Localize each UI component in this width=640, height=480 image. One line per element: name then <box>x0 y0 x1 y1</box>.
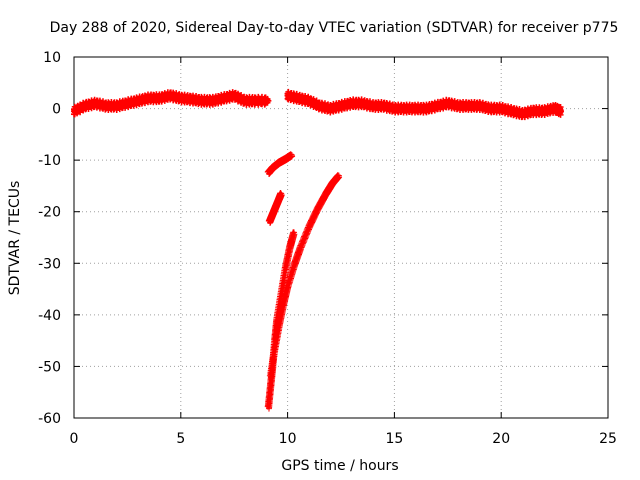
x-tick-label: 10 <box>279 431 297 447</box>
series-main-track-early <box>71 89 272 118</box>
y-tick-label: -40 <box>38 308 61 324</box>
y-tick-label: -60 <box>38 411 61 427</box>
y-tick-label: -50 <box>38 359 61 375</box>
axes <box>73 56 609 419</box>
series-arc-upper <box>264 151 296 178</box>
x-tick-label: 5 <box>176 431 185 447</box>
x-tick-label: 15 <box>385 431 403 447</box>
y-tick-label: -30 <box>38 256 61 272</box>
tick-labels: -60 -50 -40 -30 -20 -10 0 10 0 5 10 15 20 25 <box>38 50 617 447</box>
series-main-track-late <box>284 88 565 121</box>
series-arc-lower <box>265 189 285 227</box>
x-tick-label: 0 <box>70 431 79 447</box>
y-tick-label: -10 <box>38 153 61 169</box>
y-tick-label: -20 <box>38 205 61 221</box>
y-axis-label: SDTVAR / TECUs <box>7 181 23 296</box>
chart-title: Day 288 of 2020, Sidereal Day-to-day VTE… <box>50 20 619 36</box>
y-tick-label: 10 <box>43 50 61 66</box>
x-tick-label: 20 <box>492 431 510 447</box>
plot-frame <box>73 56 609 419</box>
x-axis-label: GPS time / hours <box>281 458 398 474</box>
x-tick-label: 25 <box>599 431 617 447</box>
grid <box>74 57 608 418</box>
data-marks <box>71 88 565 412</box>
y-tick-label: 0 <box>52 102 61 118</box>
